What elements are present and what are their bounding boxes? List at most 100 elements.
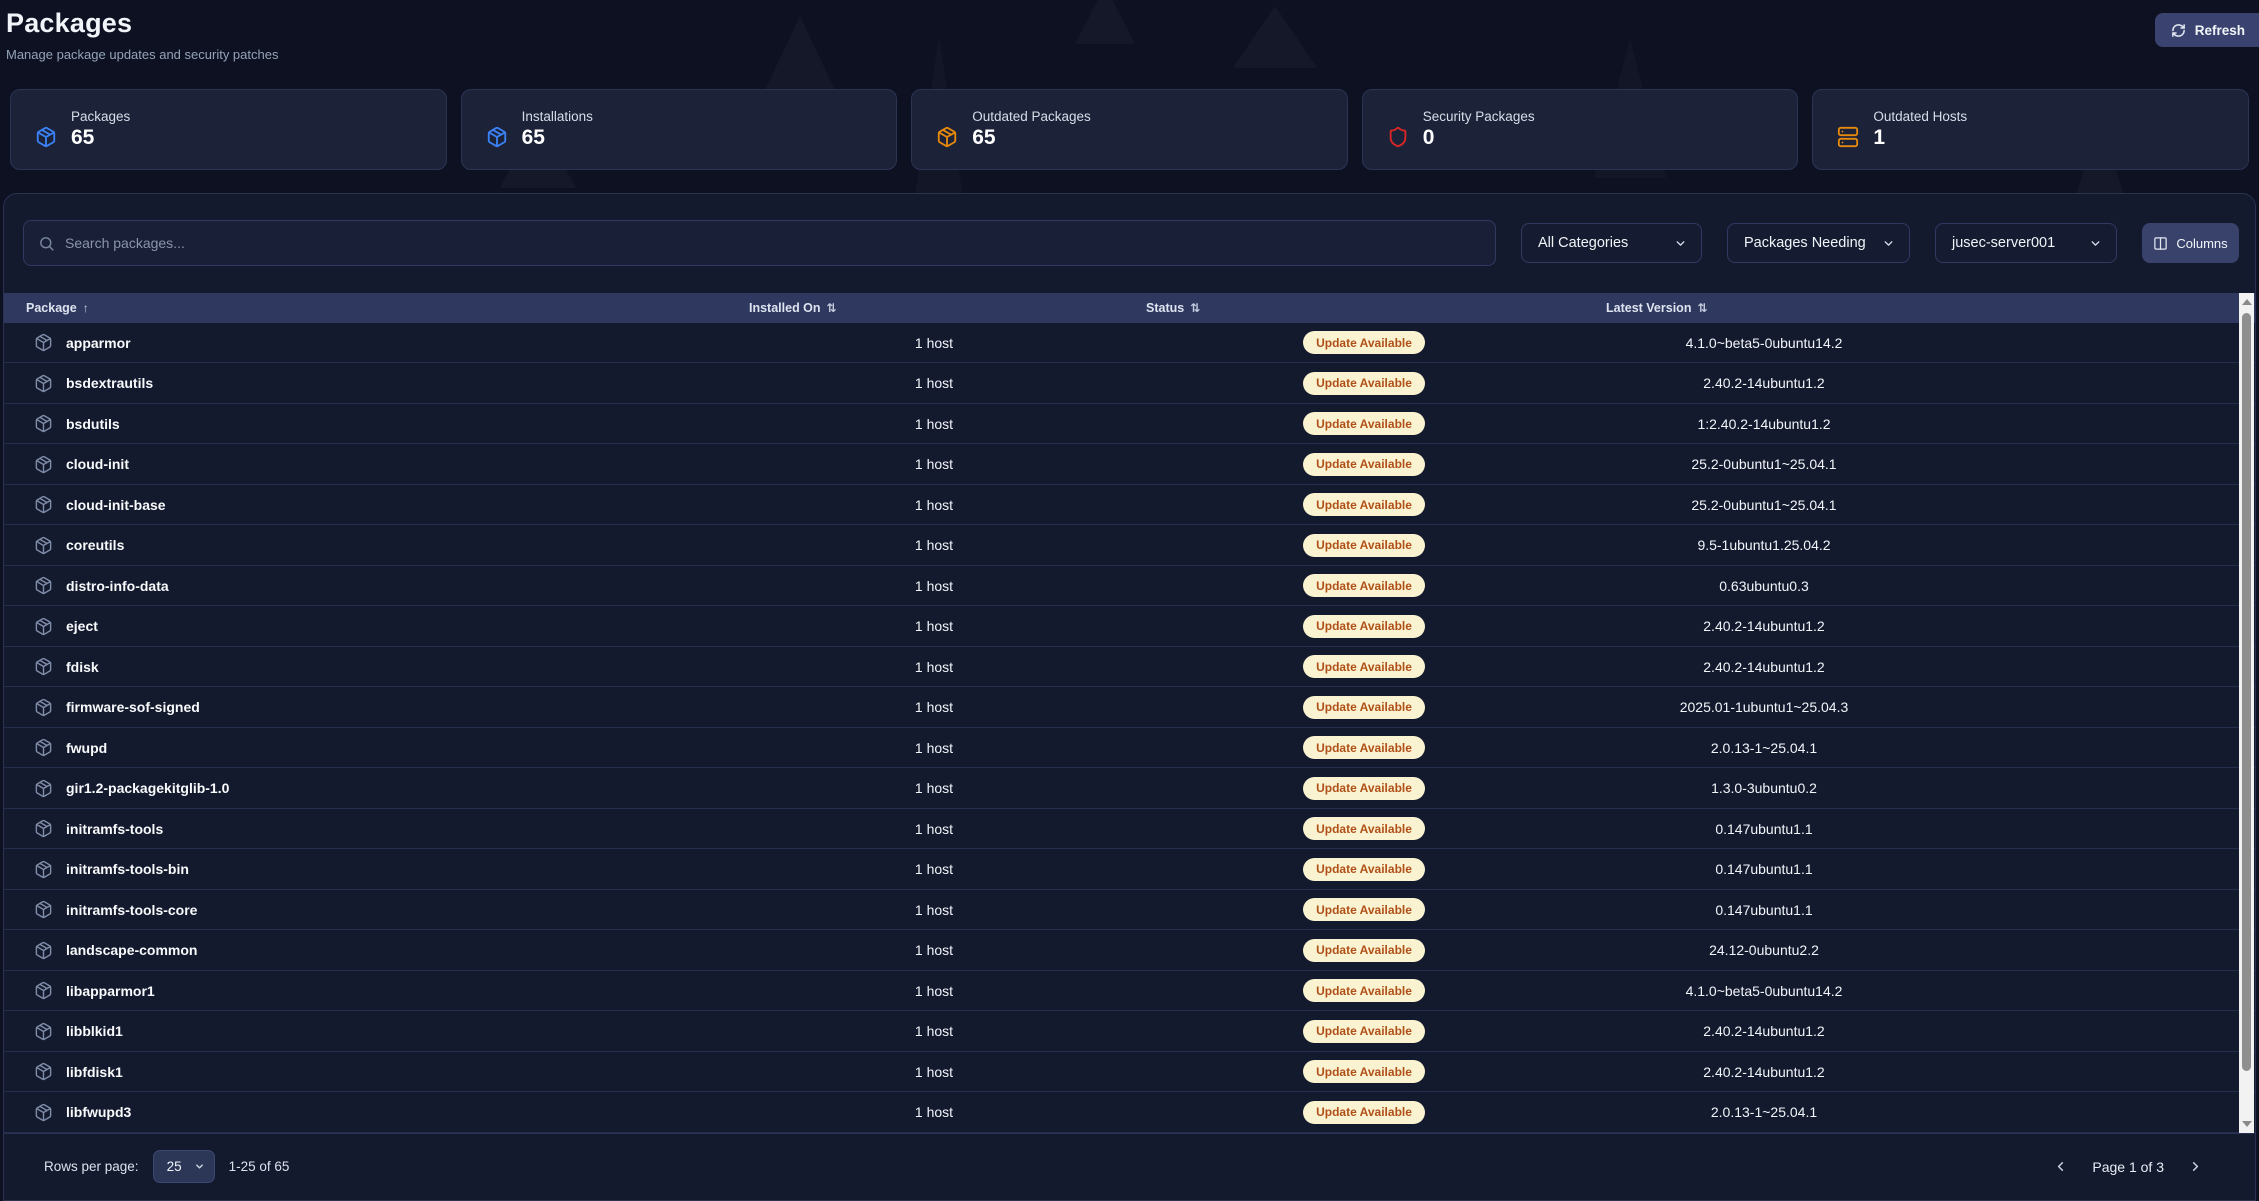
- table-row[interactable]: libfdisk1 1 host Update Available 2.40.2…: [4, 1052, 2255, 1093]
- status-badge: Update Available: [1303, 979, 1425, 1003]
- status-badge: Update Available: [1303, 817, 1425, 841]
- rows-per-page-select[interactable]: 25: [152, 1150, 215, 1184]
- package-icon: [35, 374, 52, 392]
- package-icon: [35, 414, 52, 433]
- table-row[interactable]: landscape-common 1 host Update Available…: [4, 930, 2255, 971]
- table-row[interactable]: initramfs-tools 1 host Update Available …: [4, 809, 2255, 850]
- package-name: apparmor: [66, 334, 131, 351]
- status-badge: Update Available: [1303, 776, 1425, 800]
- installed-on-value: 1 host: [914, 456, 954, 473]
- table-row[interactable]: gir1.2-packagekitglib-1.0 1 host Update …: [4, 768, 2255, 809]
- scrollbar-thumb[interactable]: [2242, 312, 2251, 1071]
- previous-page-button[interactable]: [2053, 1159, 2068, 1174]
- installed-on-value: 1 host: [914, 375, 954, 392]
- column-header-label: Installed On: [749, 300, 821, 315]
- table-row[interactable]: cloud-init 1 host Update Available 25.2-…: [4, 444, 2255, 485]
- package-icon: [35, 536, 52, 554]
- package-icon: [35, 617, 52, 635]
- scrollbar-up-arrow-icon[interactable]: [2241, 298, 2252, 305]
- status-badge: Update Available: [1303, 655, 1425, 679]
- table-row[interactable]: bsdutils 1 host Update Available 1:2.40.…: [4, 404, 2255, 445]
- package-icon: [35, 126, 57, 148]
- latest-version-value: 1:2.40.2-14ubuntu1.2: [1697, 415, 1831, 432]
- status-filter-select[interactable]: Packages Needing: [1727, 223, 1910, 264]
- latest-version-value: 0.147ubuntu1.1: [1715, 861, 1813, 878]
- table-row[interactable]: apparmor 1 host Update Available 4.1.0~b…: [4, 323, 2255, 364]
- latest-version-value: 4.1.0~beta5-0ubuntu14.2: [1685, 982, 1843, 999]
- column-header-package[interactable]: Package ↑: [4, 301, 734, 315]
- latest-version-value: 2.40.2-14ubuntu1.2: [1703, 1023, 1825, 1040]
- package-name: bsdutils: [66, 415, 120, 432]
- package-icon: [486, 126, 508, 148]
- sort-both-icon: ⇅: [1697, 300, 1708, 315]
- stat-card-installations: Installations 65: [460, 89, 898, 170]
- refresh-icon: [2171, 23, 2185, 37]
- package-icon: [936, 126, 958, 148]
- installed-on-value: 1 host: [914, 415, 954, 432]
- column-header-latest-version[interactable]: Latest Version ⇅: [1594, 301, 1934, 315]
- stat-label: Outdated Hosts: [1873, 109, 1968, 124]
- next-page-button[interactable]: [2188, 1159, 2203, 1174]
- installed-on-value: 1 host: [914, 618, 954, 635]
- installed-on-value: 1 host: [914, 658, 954, 675]
- search-input[interactable]: [65, 235, 1481, 252]
- host-filter-select[interactable]: jusec-server001: [1935, 223, 2117, 264]
- table-row[interactable]: libapparmor1 1 host Update Available 4.1…: [4, 971, 2255, 1012]
- latest-version-value: 0.147ubuntu1.1: [1715, 901, 1813, 918]
- chevron-right-icon: [2192, 1162, 2199, 1172]
- refresh-button[interactable]: Refresh: [2154, 13, 2259, 47]
- table-scrollbar[interactable]: [2239, 292, 2254, 1133]
- stat-label: Outdated Packages: [972, 109, 1091, 124]
- category-filter-select[interactable]: All Categories: [1521, 223, 1702, 264]
- package-icon: [35, 657, 52, 676]
- installed-on-value: 1 host: [914, 1063, 954, 1080]
- table-toolbar: All Categories Packages Needing jusec-se…: [4, 194, 2255, 293]
- package-name: cloud-init: [66, 456, 129, 473]
- server-icon: [1837, 126, 1859, 148]
- package-name: initramfs-tools-core: [66, 901, 198, 918]
- table-row[interactable]: libfwupd3 1 host Update Available 2.0.13…: [4, 1092, 2255, 1133]
- installed-on-value: 1 host: [914, 820, 954, 837]
- latest-version-value: 2.40.2-14ubuntu1.2: [1703, 658, 1825, 675]
- table-row[interactable]: cloud-init-base 1 host Update Available …: [4, 485, 2255, 526]
- table-row[interactable]: coreutils 1 host Update Available 9.5-1u…: [4, 525, 2255, 566]
- scrollbar-down-arrow-icon[interactable]: [2241, 1120, 2252, 1127]
- installed-on-value: 1 host: [914, 334, 954, 351]
- status-badge: Update Available: [1303, 574, 1425, 598]
- package-name: initramfs-tools-bin: [66, 861, 189, 878]
- table-row[interactable]: fdisk 1 host Update Available 2.40.2-14u…: [4, 647, 2255, 688]
- latest-version-value: 9.5-1ubuntu1.25.04.2: [1697, 537, 1831, 554]
- stats-row: Packages 65 Installations 65 Outdated Pa…: [10, 89, 2249, 170]
- status-badge: Update Available: [1303, 736, 1425, 760]
- chevron-down-icon: [1884, 241, 1893, 246]
- package-name: fdisk: [66, 658, 99, 675]
- package-icon: [35, 981, 52, 1000]
- table-row[interactable]: libblkid1 1 host Update Available 2.40.2…: [4, 1011, 2255, 1052]
- table-row[interactable]: firmware-sof-signed 1 host Update Availa…: [4, 687, 2255, 728]
- status-badge: Update Available: [1303, 371, 1425, 395]
- latest-version-value: 2.0.13-1~25.04.1: [1710, 1104, 1818, 1121]
- package-name: libblkid1: [66, 1023, 123, 1040]
- column-header-status[interactable]: Status ⇅: [1134, 301, 1594, 315]
- sort-both-icon: ⇅: [1190, 300, 1201, 315]
- search-box: [23, 220, 1496, 267]
- table-row[interactable]: bsdextrautils 1 host Update Available 2.…: [4, 363, 2255, 404]
- table-row[interactable]: distro-info-data 1 host Update Available…: [4, 566, 2255, 607]
- table-row[interactable]: eject 1 host Update Available 2.40.2-14u…: [4, 606, 2255, 647]
- column-header-installed-on[interactable]: Installed On ⇅: [734, 301, 1134, 315]
- columns-button-label: Columns: [2176, 235, 2228, 251]
- table-row[interactable]: initramfs-tools-bin 1 host Update Availa…: [4, 849, 2255, 890]
- chevron-down-icon: [1676, 241, 1685, 246]
- latest-version-value: 2.40.2-14ubuntu1.2: [1703, 375, 1825, 392]
- stat-value: 65: [71, 126, 95, 149]
- rows-per-page-label: Rows per page:: [44, 1159, 139, 1175]
- stat-value: 65: [521, 126, 545, 149]
- table-row[interactable]: fwupd 1 host Update Available 2.0.13-1~2…: [4, 728, 2255, 769]
- page-title: Packages: [6, 8, 133, 38]
- latest-version-value: 24.12-0ubuntu2.2: [1709, 942, 1819, 959]
- latest-version-value: 25.2-0ubuntu1~25.04.1: [1691, 496, 1837, 513]
- table-row[interactable]: initramfs-tools-core 1 host Update Avail…: [4, 890, 2255, 931]
- latest-version-value: 25.2-0ubuntu1~25.04.1: [1691, 456, 1837, 473]
- stat-value: 65: [972, 126, 996, 149]
- columns-button[interactable]: Columns: [2142, 223, 2239, 264]
